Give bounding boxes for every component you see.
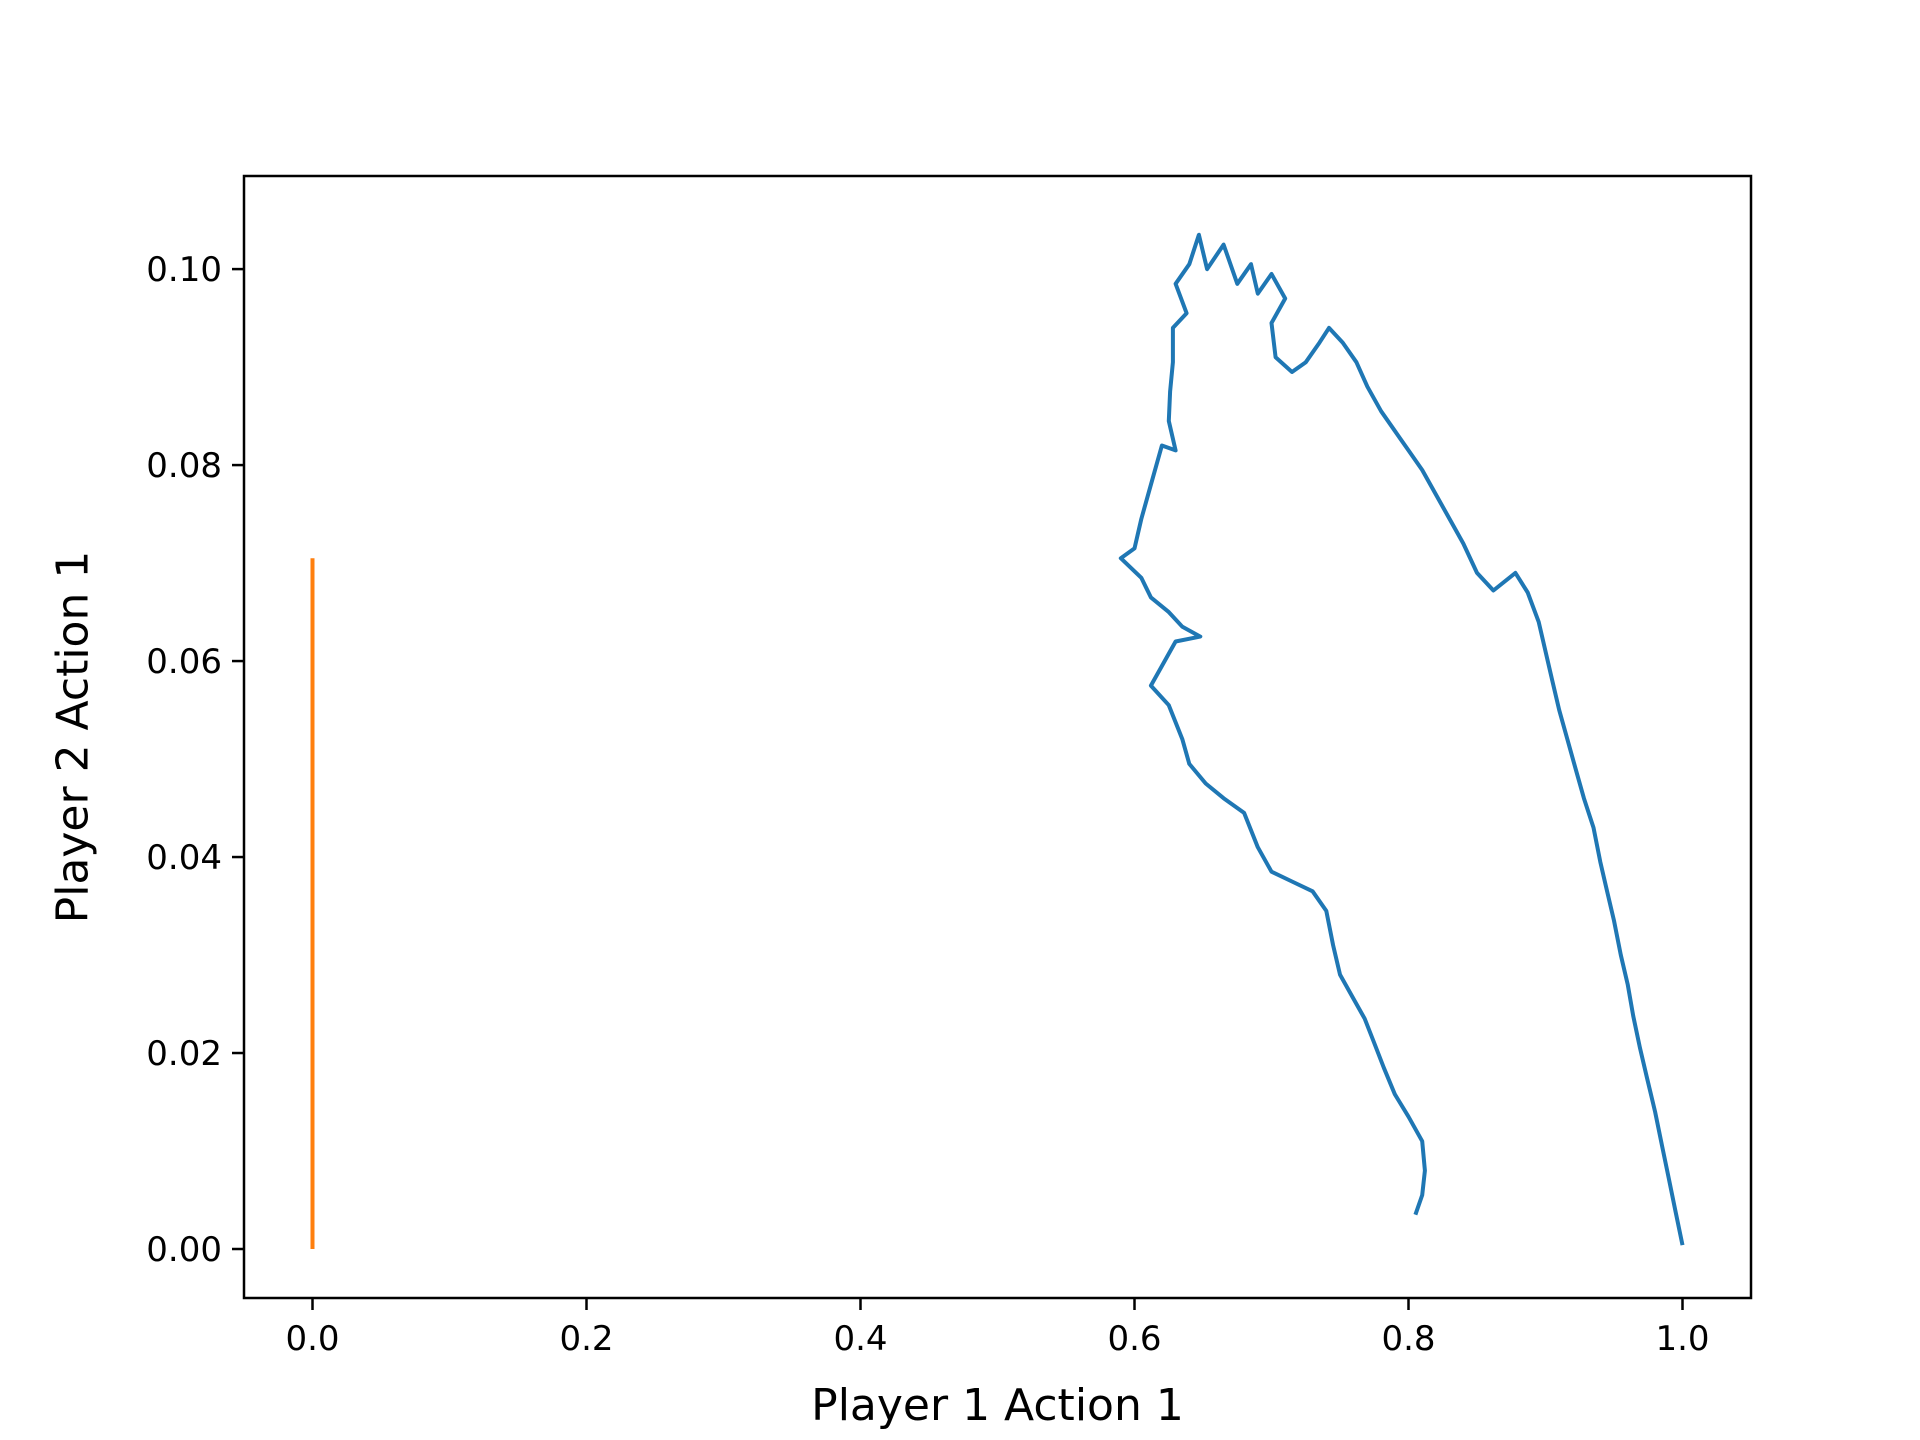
- y-tick-label: 0.00: [146, 1230, 222, 1270]
- series-layer: [310, 232, 1685, 1249]
- y-tick-label: 0.10: [146, 250, 222, 290]
- y-tick-label: 0.02: [146, 1034, 222, 1074]
- plot-frame: [242, 174, 1753, 1300]
- x-tick-label: 0.2: [559, 1319, 613, 1359]
- x-axis: 0.0 0.2 0.4 0.6 0.8 1.0: [285, 1298, 1710, 1359]
- x-tick-label: 0.0: [285, 1319, 339, 1359]
- y-tick-label: 0.08: [146, 446, 222, 486]
- y-axis-label: Player 2 Action 1: [47, 551, 98, 924]
- x-axis-label: Player 1 Action 1: [811, 1380, 1184, 1431]
- x-tick-label: 0.4: [833, 1319, 887, 1359]
- x-tick-label: 1.0: [1655, 1319, 1709, 1359]
- x-tick-label: 0.8: [1381, 1319, 1435, 1359]
- x-tick-label: 0.6: [1107, 1319, 1161, 1359]
- y-axis: 0.00 0.02 0.04 0.06 0.08 0.10: [146, 250, 244, 1270]
- y-tick-label: 0.06: [146, 642, 222, 682]
- series-line-1: [1118, 232, 1685, 1246]
- y-tick-label: 0.04: [146, 838, 222, 878]
